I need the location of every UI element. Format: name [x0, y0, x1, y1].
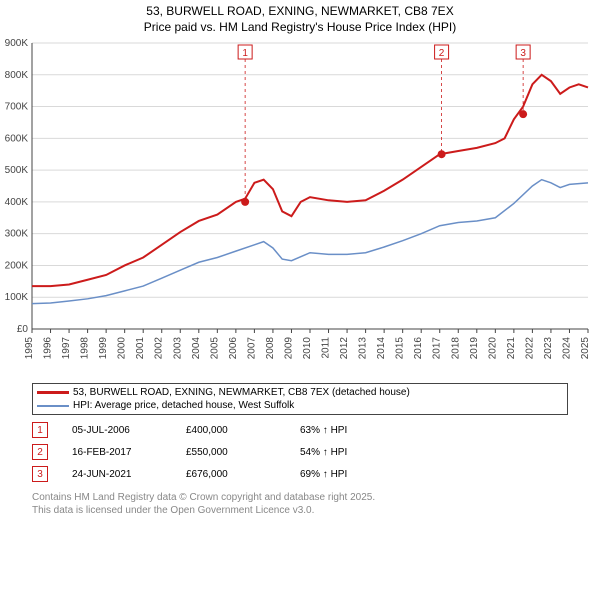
svg-text:700K: 700K	[5, 102, 29, 113]
svg-text:900K: 900K	[5, 38, 29, 49]
table-row: 3 24-JUN-2021 £676,000 69% ↑ HPI	[32, 463, 568, 485]
svg-text:200K: 200K	[5, 261, 29, 272]
svg-text:3: 3	[520, 48, 526, 59]
svg-text:1997: 1997	[61, 337, 72, 360]
marker-badge: 1	[32, 422, 48, 438]
svg-text:£0: £0	[17, 324, 29, 335]
table-row: 1 05-JUL-2006 £400,000 63% ↑ HPI	[32, 419, 568, 441]
svg-text:100K: 100K	[5, 292, 29, 303]
svg-text:2000: 2000	[117, 337, 128, 360]
svg-text:1: 1	[242, 48, 248, 59]
svg-text:2012: 2012	[339, 337, 350, 360]
footer-line1: Contains HM Land Registry data © Crown c…	[32, 491, 568, 504]
marker-date: 16-FEB-2017	[72, 447, 162, 458]
svg-text:2024: 2024	[561, 337, 572, 360]
marker-date: 24-JUN-2021	[72, 469, 162, 480]
svg-text:2: 2	[439, 48, 445, 59]
marker-price: £676,000	[186, 469, 276, 480]
svg-text:2021: 2021	[506, 337, 517, 360]
svg-text:2010: 2010	[302, 337, 313, 360]
marker-pct: 54% ↑ HPI	[300, 447, 347, 458]
marker-pct: 69% ↑ HPI	[300, 469, 347, 480]
marker-price: £550,000	[186, 447, 276, 458]
svg-text:2004: 2004	[191, 337, 202, 360]
svg-text:2019: 2019	[469, 337, 480, 360]
chart-area: £0 100K 200K 300K 400K 500K 600K 700K 800K 900K 19…	[0, 37, 592, 377]
svg-text:2011: 2011	[321, 337, 332, 359]
svg-text:2022: 2022	[524, 337, 535, 360]
svg-text:2003: 2003	[172, 337, 183, 360]
table-row: 2 16-FEB-2017 £550,000 54% ↑ HPI	[32, 441, 568, 463]
svg-text:1999: 1999	[98, 337, 109, 360]
legend-swatch	[37, 405, 69, 407]
svg-text:2009: 2009	[283, 337, 294, 360]
legend-row: HPI: Average price, detached house, West…	[37, 399, 563, 412]
footer-line2: This data is licensed under the Open Gov…	[32, 504, 568, 517]
legend-label: 53, BURWELL ROAD, EXNING, NEWMARKET, CB8…	[73, 387, 410, 398]
svg-text:800K: 800K	[5, 70, 29, 81]
svg-text:2020: 2020	[487, 337, 498, 360]
svg-text:2025: 2025	[580, 337, 591, 360]
chart-title: 53, BURWELL ROAD, EXNING, NEWMARKET, CB8…	[0, 4, 600, 35]
marker-badge: 3	[32, 466, 48, 482]
svg-text:1998: 1998	[80, 337, 91, 360]
svg-text:600K: 600K	[5, 134, 29, 145]
svg-text:2016: 2016	[413, 337, 424, 360]
svg-text:2013: 2013	[358, 337, 369, 360]
legend-box: 53, BURWELL ROAD, EXNING, NEWMARKET, CB8…	[32, 383, 568, 415]
marker-date: 05-JUL-2006	[72, 425, 162, 436]
svg-text:2005: 2005	[209, 337, 220, 360]
marker-table: 1 05-JUL-2006 £400,000 63% ↑ HPI 2 16-FE…	[32, 419, 568, 485]
marker-price: £400,000	[186, 425, 276, 436]
svg-text:2006: 2006	[228, 337, 239, 360]
svg-text:2001: 2001	[135, 337, 146, 360]
svg-text:1995: 1995	[24, 337, 35, 360]
legend-row: 53, BURWELL ROAD, EXNING, NEWMARKET, CB8…	[37, 386, 563, 399]
legend-swatch	[37, 391, 69, 394]
title-line1: 53, BURWELL ROAD, EXNING, NEWMARKET, CB8…	[0, 4, 600, 20]
marker-pct: 63% ↑ HPI	[300, 425, 347, 436]
svg-text:2002: 2002	[154, 337, 165, 360]
svg-text:1996: 1996	[43, 337, 54, 360]
svg-text:2018: 2018	[450, 337, 461, 360]
footer: Contains HM Land Registry data © Crown c…	[32, 491, 568, 517]
marker-badge: 2	[32, 444, 48, 460]
svg-text:2017: 2017	[432, 337, 443, 360]
svg-text:2008: 2008	[265, 337, 276, 360]
svg-text:2023: 2023	[543, 337, 554, 360]
svg-text:2015: 2015	[395, 337, 406, 360]
svg-text:2007: 2007	[246, 337, 257, 360]
title-line2: Price paid vs. HM Land Registry's House …	[0, 20, 600, 36]
svg-text:300K: 300K	[5, 229, 29, 240]
svg-text:2014: 2014	[376, 337, 387, 360]
chart-svg: £0 100K 200K 300K 400K 500K 600K 700K 800K 900K 19…	[0, 37, 600, 377]
svg-text:400K: 400K	[5, 197, 29, 208]
svg-text:500K: 500K	[5, 165, 29, 176]
legend-label: HPI: Average price, detached house, West…	[73, 400, 294, 411]
